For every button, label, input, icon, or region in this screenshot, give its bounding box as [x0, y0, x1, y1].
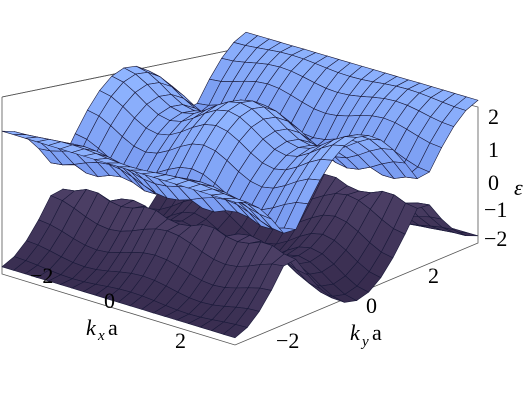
svg-text:k: k [86, 315, 97, 340]
y-tick-2: 2 [428, 263, 439, 288]
z-tick-m1: −1 [484, 197, 507, 222]
y-tick-0: 0 [366, 293, 377, 318]
surface-patch [222, 324, 248, 339]
y-tick-m2: −2 [276, 328, 299, 353]
z-tick-0: 0 [488, 170, 499, 195]
z-axis-ticks: 2 1 0 −1 −2 [484, 104, 507, 251]
y-axis-ticks: −2 0 2 [276, 263, 439, 353]
svg-text:y: y [360, 334, 369, 350]
z-axis-label: ε [514, 175, 523, 200]
z-tick-2: 2 [488, 104, 499, 129]
z-tick-1: 1 [488, 137, 499, 162]
svg-text:a: a [372, 320, 382, 345]
svg-text:k: k [350, 320, 361, 345]
x-tick-2: 2 [175, 328, 186, 353]
y-axis-label: k y a [350, 320, 382, 350]
svg-text:a: a [108, 315, 118, 340]
surface-patch [223, 198, 248, 203]
x-tick-0: 0 [104, 288, 115, 313]
surface-patch [1, 130, 26, 136]
x-axis-ticks: −2 0 2 [30, 263, 186, 353]
x-axis-label: k x a [86, 315, 118, 344]
upper-band-surface [1, 31, 479, 234]
svg-text:x: x [97, 328, 105, 344]
x-tick-m2: −2 [30, 263, 53, 288]
z-tick-m2: −2 [484, 226, 507, 251]
